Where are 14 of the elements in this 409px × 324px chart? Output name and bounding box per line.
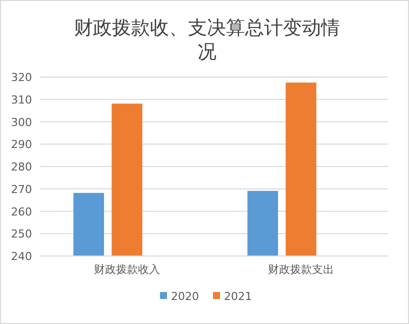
legend-label: 2020 bbox=[171, 290, 199, 303]
y-tick-label: 250 bbox=[11, 228, 32, 241]
y-tick-label: 280 bbox=[11, 160, 32, 174]
y-tick-label: 290 bbox=[11, 138, 32, 152]
title: 财政拨款收、支决算总计变动情况 bbox=[74, 17, 340, 63]
y-tick-label: 260 bbox=[11, 205, 32, 218]
y-tick-label: 240 bbox=[11, 250, 32, 263]
y-tick-label: 270 bbox=[11, 182, 32, 196]
x-tick-label: 财政拨款收入 bbox=[94, 263, 160, 276]
y-tick-label: 310 bbox=[11, 93, 32, 106]
x-tick-label: 财政拨款支出 bbox=[268, 263, 334, 276]
y-tick-label: 320 bbox=[11, 71, 32, 84]
y-tick-label: 300 bbox=[11, 116, 32, 129]
legend-label: 2021 bbox=[224, 290, 252, 303]
